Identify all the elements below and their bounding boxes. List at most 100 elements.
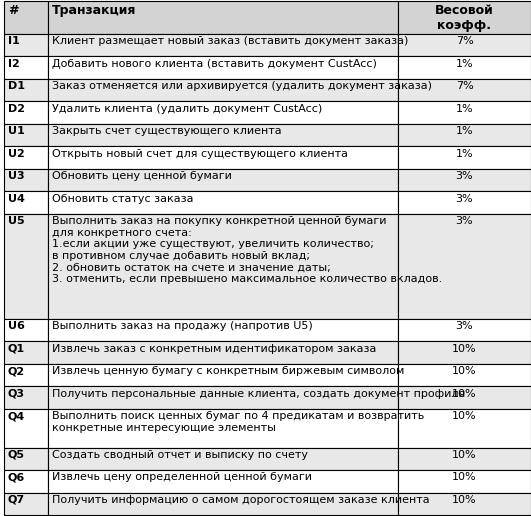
Text: 3%: 3% [456, 171, 473, 181]
Bar [398, 102, 531, 124]
Text: Извлечь ценную бумагу с конкретным биржевым символом: Извлечь ценную бумагу с конкретным бирже… [52, 366, 405, 376]
Bar [4, 147, 48, 169]
Bar [48, 34, 398, 56]
Bar [398, 492, 531, 515]
Text: I2: I2 [8, 59, 20, 69]
Bar [4, 214, 48, 319]
Text: 3%: 3% [456, 194, 473, 204]
Bar [398, 319, 531, 341]
Bar [398, 124, 531, 147]
Bar [398, 470, 531, 492]
Text: 1%: 1% [456, 149, 473, 159]
Text: #: # [8, 4, 19, 17]
Text: I1: I1 [8, 36, 20, 46]
Bar [398, 364, 531, 386]
Text: U2: U2 [8, 149, 25, 159]
Text: Q2: Q2 [8, 366, 25, 376]
Bar [4, 79, 48, 102]
Text: Q7: Q7 [8, 495, 25, 505]
Bar [48, 447, 398, 470]
Text: 7%: 7% [456, 36, 473, 46]
Text: Выполнить заказ на продажу (напротив U5): Выполнить заказ на продажу (напротив U5) [52, 321, 313, 331]
Text: Обновить цену ценной бумаги: Обновить цену ценной бумаги [52, 171, 232, 181]
Text: Q4: Q4 [8, 411, 25, 421]
Bar [48, 102, 398, 124]
Text: Обновить статус заказа: Обновить статус заказа [52, 194, 193, 204]
Text: Весовой
коэфф.: Весовой коэфф. [435, 4, 494, 32]
Text: 7%: 7% [456, 82, 473, 91]
Text: Создать сводный отчет и выписку по счету: Создать сводный отчет и выписку по счету [52, 450, 308, 460]
Bar [48, 341, 398, 364]
Text: Закрыть счет существующего клиента: Закрыть счет существующего клиента [52, 126, 281, 136]
Bar [4, 409, 48, 447]
Bar [398, 214, 531, 319]
Bar [48, 1, 398, 34]
Bar [48, 147, 398, 169]
Text: 3%: 3% [456, 321, 473, 331]
Text: Транзакция: Транзакция [52, 4, 136, 17]
Bar [398, 147, 531, 169]
Text: U1: U1 [8, 126, 25, 136]
Bar [48, 470, 398, 492]
Bar [398, 386, 531, 409]
Text: Q5: Q5 [8, 450, 25, 460]
Bar [48, 492, 398, 515]
Text: Получить персональные данные клиента, создать документ профиля: Получить персональные данные клиента, со… [52, 389, 465, 398]
Bar [4, 447, 48, 470]
Text: Q6: Q6 [8, 473, 25, 482]
Bar [4, 492, 48, 515]
Text: Q1: Q1 [8, 344, 25, 353]
Text: Извлечь заказ с конкретным идентификатором заказа: Извлечь заказ с конкретным идентификатор… [52, 344, 376, 353]
Bar [398, 409, 531, 447]
Bar [4, 386, 48, 409]
Bar [4, 319, 48, 341]
Text: 10%: 10% [452, 473, 477, 482]
Bar [398, 79, 531, 102]
Text: 1%: 1% [456, 59, 473, 69]
Bar [398, 191, 531, 214]
Bar [48, 386, 398, 409]
Bar [398, 169, 531, 191]
Text: 1%: 1% [456, 104, 473, 114]
Bar [4, 34, 48, 56]
Bar [4, 102, 48, 124]
Text: U6: U6 [8, 321, 25, 331]
Bar [48, 364, 398, 386]
Bar [4, 470, 48, 492]
Bar [48, 319, 398, 341]
Text: Добавить нового клиента (вставить документ CustAcc): Добавить нового клиента (вставить докуме… [52, 59, 377, 69]
Bar [4, 364, 48, 386]
Text: 3%: 3% [456, 216, 473, 226]
Text: Удалить клиента (удалить документ CustAcc): Удалить клиента (удалить документ CustAc… [52, 104, 322, 114]
Bar [4, 56, 48, 79]
Bar [4, 1, 48, 34]
Text: Выполнить поиск ценных бумаг по 4 предикатам и возвратить
конкретные интересующи: Выполнить поиск ценных бумаг по 4 предик… [52, 411, 424, 432]
Bar [398, 447, 531, 470]
Bar [48, 124, 398, 147]
Bar [4, 191, 48, 214]
Bar [4, 124, 48, 147]
Text: Выполнить заказ на покупку конкретной ценной бумаги
для конкретного счета:
1.есл: Выполнить заказ на покупку конкретной це… [52, 216, 442, 284]
Bar [4, 341, 48, 364]
Bar [4, 169, 48, 191]
Text: D2: D2 [8, 104, 25, 114]
Bar [48, 409, 398, 447]
Text: 10%: 10% [452, 366, 477, 376]
Text: 10%: 10% [452, 389, 477, 398]
Bar [48, 79, 398, 102]
Text: Q3: Q3 [8, 389, 25, 398]
Bar [398, 341, 531, 364]
Bar [398, 1, 531, 34]
Text: Открыть новый счет для существующего клиента: Открыть новый счет для существующего кли… [52, 149, 348, 159]
Bar [48, 56, 398, 79]
Text: Заказ отменяется или архивируется (удалить документ заказа): Заказ отменяется или архивируется (удали… [52, 82, 432, 91]
Text: 10%: 10% [452, 411, 477, 421]
Text: 10%: 10% [452, 495, 477, 505]
Text: 1%: 1% [456, 126, 473, 136]
Bar [398, 56, 531, 79]
Text: Извлечь цену определенной ценной бумаги: Извлечь цену определенной ценной бумаги [52, 473, 312, 482]
Bar [398, 34, 531, 56]
Bar [48, 191, 398, 214]
Text: Клиент размещает новый заказ (вставить документ заказа): Клиент размещает новый заказ (вставить д… [52, 36, 408, 46]
Bar [48, 169, 398, 191]
